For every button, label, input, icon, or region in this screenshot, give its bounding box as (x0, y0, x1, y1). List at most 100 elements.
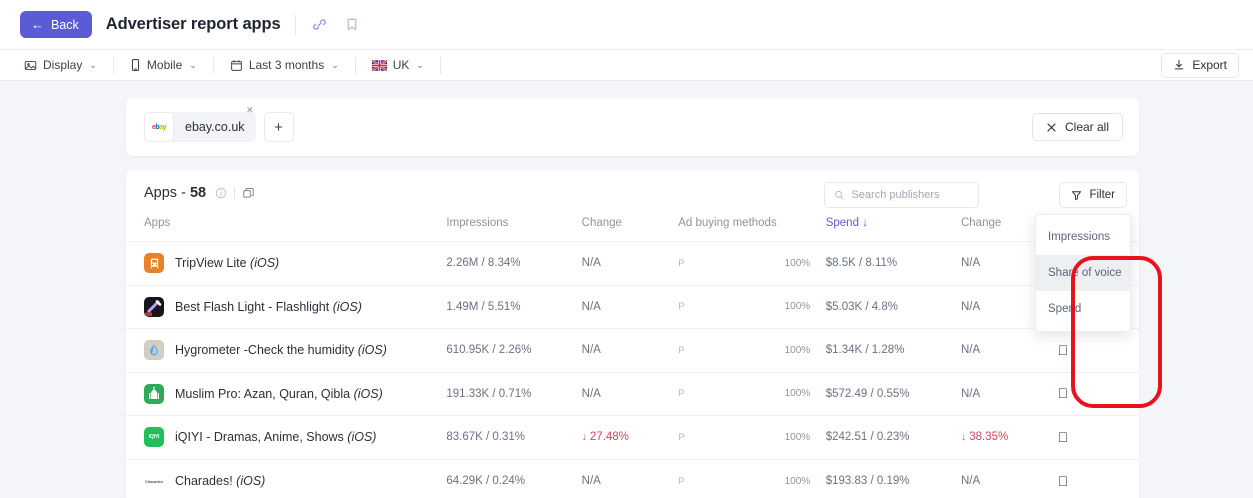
col-header-ad-buying-methods[interactable]: Ad buying methods (678, 217, 777, 229)
cell-impressions: 64.29K / 0.24% (446, 458, 582, 498)
filter-display-label: Display (43, 58, 83, 72)
cell-change-spend: N/A (960, 371, 1058, 416)
tripview-lite-app-icon (144, 253, 164, 274)
col-header-spend-label: Spend (825, 217, 859, 229)
filter-option-impressions[interactable]: Impressions (1048, 231, 1110, 243)
ad-buying-methods-bar: P 100% (678, 258, 825, 269)
bookmark-icon[interactable] (343, 15, 361, 34)
table-row[interactable]: Hygrometer -Check the humidity (iOS) 610… (126, 328, 1139, 372)
cell-change-impressions: ↓ 27.48% (582, 431, 629, 443)
filter-button[interactable]: Filter (1059, 182, 1127, 208)
search-publishers-input[interactable] (851, 189, 969, 201)
app-name: iQIYI - Dramas, Anime, Shows (iOS) (175, 430, 377, 445)
export-button-label: Export (1192, 58, 1227, 72)
best-flash-light-app-icon (144, 296, 164, 317)
table-row[interactable]: Best Flash Light - Flashlight (iOS) 1.49… (126, 284, 1139, 329)
filter-divider (212, 56, 214, 74)
cell-change-impressions: N/A (581, 371, 679, 416)
table-row[interactable]: Charades Charades! (iOS) 64.29K / 0.24% … (126, 458, 1139, 498)
apps-table-panel: Apps - 58 (126, 170, 1139, 498)
filter-divider (354, 56, 356, 74)
abm-bar-track (691, 390, 779, 397)
app-name: Best Flash Light - Flashlight (iOS) (175, 299, 362, 314)
search-icon (835, 190, 844, 200)
export-button[interactable]: Export (1161, 52, 1239, 78)
global-filter-bar: Display ⌄ Mobile ⌄ Last 3 months ⌄ UK ⌄ (0, 50, 1253, 81)
close-icon (1047, 122, 1056, 132)
add-domain-button[interactable]: + (263, 112, 294, 142)
arrow-down-icon: ↓ (581, 432, 587, 444)
ad-buying-methods-bar: P 100% (678, 345, 825, 356)
cell-change-spend: N/A (960, 328, 1058, 372)
abm-bar-track (691, 260, 779, 267)
cell-spend: $5.03K / 4.8% (825, 284, 961, 329)
table-header-row: Apps Impressions Change Ad buying method… (126, 213, 1139, 242)
copy-icon[interactable] (242, 187, 255, 200)
cell-impressions: 1.49M / 5.51% (446, 284, 582, 329)
col-header-change-impressions[interactable]: Change (581, 217, 622, 229)
info-icon[interactable] (215, 187, 227, 199)
col-header-impressions[interactable]: Impressions (446, 217, 509, 229)
cell-spend: $572.49 / 0.55% (825, 371, 961, 416)
display-icon (24, 60, 37, 70)
app-name: Muslim Pro: Azan, Quran, Qibla (iOS) (175, 386, 383, 401)
abm-bar-track (691, 303, 779, 310)
abm-percent: 100% (784, 475, 811, 487)
mobile-icon (131, 59, 139, 71)
filter-option-share-of-voice[interactable]: Share of voice (1036, 255, 1130, 291)
clear-all-button[interactable]: Clear all (1031, 113, 1123, 141)
back-arrow-icon: ← (31, 17, 44, 32)
top-bar: ← Back Advertiser report apps (0, 0, 1253, 50)
link-icon[interactable] (310, 15, 329, 34)
ad-buying-methods-bar: P 100% (678, 432, 825, 443)
cell-impressions: 610.95K / 2.26% (446, 328, 582, 372)
domain-chip-remove-icon[interactable]: ✕ (245, 105, 254, 115)
cell-change-impressions: N/A (581, 241, 679, 285)
arrow-down-icon: ↓ (960, 432, 966, 444)
filter-device[interactable]: Mobile ⌄ (114, 50, 213, 80)
cell-change-spend: ↓ 38.35% (961, 431, 1008, 443)
col-header-spend[interactable]: Spend ↓ (826, 213, 961, 242)
apps-table-header: Apps - 58 (126, 170, 1139, 332)
abm-percent: 100% (784, 344, 811, 356)
change-spend-value: 38.35% (969, 431, 1009, 444)
apple-icon:  (1058, 473, 1069, 489)
iqiyi-app-icon: iQIYI (144, 427, 164, 448)
col-header-apps[interactable]: Apps (144, 217, 171, 229)
abm-letter: P (678, 475, 685, 487)
abm-letter: P (678, 344, 685, 356)
filter-device-label: Mobile (146, 58, 183, 72)
sort-descending-icon: ↓ (862, 217, 868, 229)
title-divider (294, 14, 296, 35)
abm-percent: 100% (784, 257, 811, 269)
back-button[interactable]: ← Back (20, 11, 92, 38)
filter-dropdown-menu[interactable]: Impressions Share of voice Spend (1035, 214, 1131, 332)
apps-count-title: Apps - 58 (144, 185, 206, 201)
app-name: Charades! (iOS) (175, 474, 266, 488)
filter-country[interactable]: UK ⌄ (356, 50, 440, 80)
abm-bar-track (691, 347, 779, 354)
cell-spend: $242.51 / 0.23% (825, 415, 961, 459)
col-header-change-spend[interactable]: Change (960, 217, 1002, 229)
hygrometer-app-icon (144, 340, 164, 361)
table-row[interactable]: iQIYI iQIYI - Dramas, Anime, Shows (iOS)… (126, 415, 1139, 459)
filter-option-spend[interactable]: Spend (1048, 303, 1082, 315)
table-row[interactable]: TripView Lite (iOS) 2.26M / 8.34% N/A P … (126, 241, 1139, 285)
filter-button-label: Filter (1089, 189, 1115, 201)
page-title: Advertiser report apps (105, 15, 281, 33)
filter-divider (439, 56, 441, 74)
funnel-icon (1072, 190, 1082, 200)
cell-change-impressions: N/A (581, 284, 679, 329)
filter-divider (112, 56, 114, 74)
filter-date-range[interactable]: Last 3 months ⌄ (214, 50, 355, 80)
search-publishers-box[interactable] (824, 182, 979, 208)
table-row[interactable]: Muslim Pro: Azan, Quran, Qibla (iOS) 191… (126, 371, 1139, 416)
filter-display[interactable]: Display ⌄ (18, 50, 113, 80)
app-name: TripView Lite (iOS) (175, 256, 280, 271)
clear-all-label: Clear all (1064, 120, 1109, 134)
abm-letter: P (678, 431, 685, 443)
app-name: Hygrometer -Check the humidity (iOS) (175, 343, 387, 358)
